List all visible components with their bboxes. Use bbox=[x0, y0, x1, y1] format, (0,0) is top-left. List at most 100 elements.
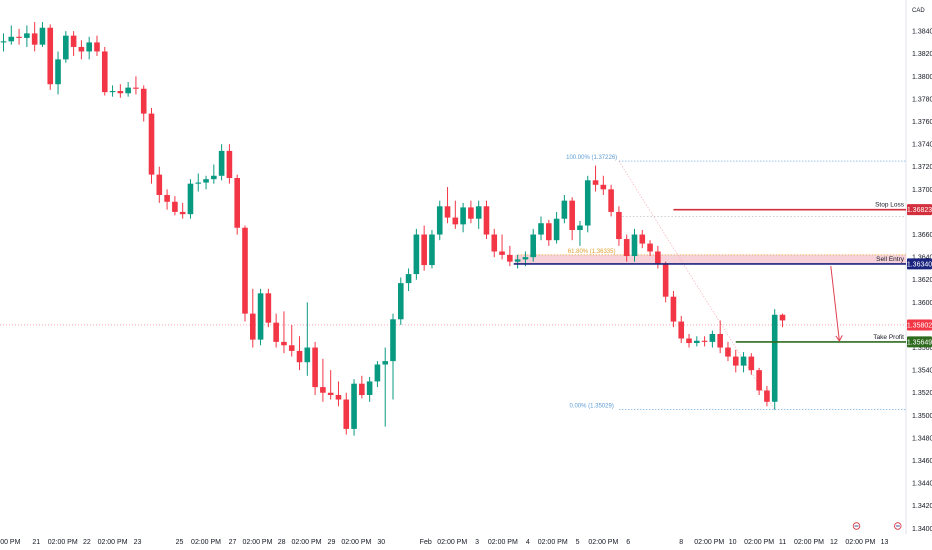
x-tick-label: 02:00 PM bbox=[588, 539, 618, 546]
candle-body bbox=[390, 319, 396, 362]
candle-body bbox=[234, 178, 240, 228]
y-tick-label: 1.3600 bbox=[912, 300, 932, 307]
candle-body bbox=[94, 42, 100, 52]
candle-body bbox=[86, 42, 92, 52]
candle-body bbox=[125, 87, 131, 94]
candle-body bbox=[351, 383, 357, 429]
candle-body bbox=[140, 88, 147, 114]
candle-body bbox=[397, 283, 404, 320]
candle-body bbox=[296, 350, 303, 363]
price-tag-value: 1.35649 bbox=[907, 339, 932, 346]
trade-level-name: Take Profit bbox=[873, 334, 904, 341]
x-tick-label: 02:00 PM bbox=[794, 539, 824, 546]
x-tick-label: 02:00 PM bbox=[191, 539, 221, 546]
x-tick-label: 02:00 PM bbox=[845, 539, 875, 546]
y-tick-label: 1.3800 bbox=[912, 74, 932, 81]
trade-level-name: Sell Entry bbox=[876, 256, 905, 263]
candle-body bbox=[429, 234, 435, 266]
x-tick-label: Feb bbox=[420, 539, 432, 546]
x-tick-label: 4 bbox=[526, 539, 530, 546]
candle-body bbox=[491, 234, 498, 252]
candle-body bbox=[701, 340, 708, 342]
y-tick-label: 1.3540 bbox=[912, 368, 932, 375]
candle-body bbox=[257, 293, 264, 340]
candle-body bbox=[436, 206, 443, 235]
current-price-tag bbox=[907, 319, 932, 331]
candle-body bbox=[172, 201, 178, 212]
candle-body bbox=[55, 59, 61, 85]
trade-level-name: Stop Loss bbox=[875, 202, 905, 209]
candle-body bbox=[499, 251, 505, 255]
candle-body bbox=[647, 243, 653, 252]
candle-body bbox=[639, 234, 646, 244]
candle-body bbox=[0, 41, 7, 43]
x-tick-label: 21 bbox=[32, 539, 40, 546]
x-tick-label: 12 bbox=[830, 539, 838, 546]
candle-body bbox=[31, 33, 38, 45]
candle-body bbox=[320, 387, 326, 393]
candle-body bbox=[779, 314, 786, 321]
candle-body bbox=[366, 381, 373, 396]
candle-body bbox=[218, 150, 225, 176]
x-tick-label: 02:00 PM bbox=[538, 539, 568, 546]
candle-body bbox=[756, 370, 762, 391]
candle-body bbox=[460, 207, 466, 225]
x-tick-label: 02:00 PM bbox=[694, 539, 724, 546]
candle-body bbox=[343, 399, 350, 429]
candle-body bbox=[281, 341, 287, 346]
candle-body bbox=[101, 51, 108, 93]
x-tick-label: 02:00 PM bbox=[292, 539, 322, 546]
candle-body bbox=[452, 217, 459, 225]
y-tick-label: 1.3700 bbox=[912, 187, 932, 194]
candle-body bbox=[538, 223, 544, 235]
candle-body bbox=[133, 87, 139, 89]
candle-body bbox=[226, 150, 233, 179]
candle-body bbox=[569, 200, 575, 231]
y-tick-label: 1.3560 bbox=[912, 345, 932, 352]
candle-body bbox=[444, 206, 451, 218]
candle-body bbox=[421, 234, 427, 266]
x-tick-label: 02:00 PM bbox=[437, 539, 467, 546]
x-tick-label: 23 bbox=[134, 539, 142, 546]
candle-body bbox=[577, 225, 583, 231]
candle-body bbox=[584, 180, 591, 226]
y-tick-label: 1.3720 bbox=[912, 164, 932, 171]
candle-body bbox=[717, 333, 723, 348]
candle-body bbox=[63, 35, 69, 60]
candle-body bbox=[47, 27, 54, 85]
candle-body bbox=[592, 180, 599, 185]
candle-body bbox=[623, 239, 630, 257]
candle-body bbox=[631, 234, 638, 257]
candle-body bbox=[288, 345, 295, 351]
candle-body bbox=[249, 313, 256, 340]
y-tick-label: 1.3660 bbox=[912, 232, 932, 239]
price-tag bbox=[907, 204, 932, 216]
candle-body bbox=[553, 218, 560, 241]
candle-body bbox=[678, 321, 685, 339]
candle-body bbox=[78, 46, 85, 52]
price-tag-value: 1.36340 bbox=[907, 261, 932, 268]
candle-body bbox=[771, 314, 778, 402]
candle-body bbox=[39, 27, 46, 45]
y-tick-label: 1.3780 bbox=[912, 96, 932, 103]
candle-body bbox=[327, 392, 334, 396]
candle-body bbox=[24, 33, 30, 38]
x-tick-label: 8 bbox=[679, 539, 683, 546]
y-tick-label: 1.3640 bbox=[912, 255, 932, 262]
x-tick-label: 22 bbox=[83, 539, 91, 546]
candle-body bbox=[725, 347, 731, 357]
candle-body bbox=[374, 364, 381, 382]
x-tick-label: 02:00 PM bbox=[48, 539, 78, 546]
y-tick-label: 1.3740 bbox=[912, 142, 932, 149]
x-tick-label: 02:00 PM bbox=[341, 539, 371, 546]
candle-body bbox=[304, 347, 311, 363]
candle-body bbox=[522, 257, 529, 260]
x-tick-label: 25 bbox=[176, 539, 184, 546]
candle-body bbox=[740, 356, 747, 366]
x-tick-label: 02:00 PM bbox=[488, 539, 518, 546]
candle-body bbox=[8, 36, 15, 42]
x-tick-label: 10 bbox=[729, 539, 737, 546]
candle-body bbox=[203, 179, 209, 183]
x-tick-label: 6 bbox=[626, 539, 630, 546]
